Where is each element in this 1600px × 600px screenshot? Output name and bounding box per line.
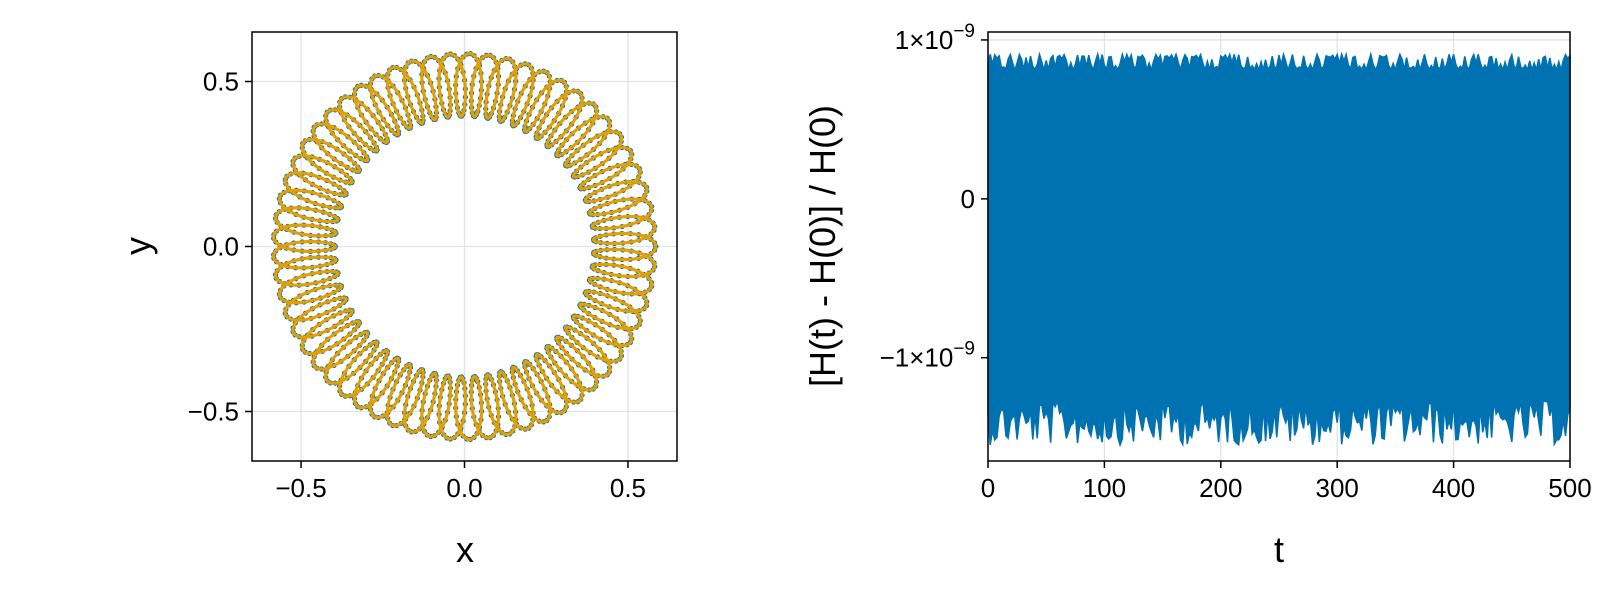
orbit-x-tick-label: 0.5: [610, 473, 646, 503]
energy-y-tick-label: 0: [961, 184, 975, 214]
energy-x-tick-label: 300: [1316, 473, 1359, 503]
energy-panel: 0 100 200 300 400 500 1×10−9 0 −1×10−9 t [H(t) -…: [802, 21, 1592, 570]
energy-x-tick-label: 400: [1432, 473, 1475, 503]
orbit-panel: −0.5 0.0 0.5 −0.5 0.0 0.5 x y: [117, 31, 678, 570]
orbit-x-tick-label: 0.0: [446, 473, 482, 503]
orbit-y-tick-label: −0.5: [188, 397, 239, 427]
orbit-y-tick-label: 0.5: [203, 67, 239, 97]
energy-plot-area: [987, 51, 1571, 448]
energy-x-axis-label: t: [1274, 529, 1284, 570]
energy-y-tick-label: −1×10−9: [880, 339, 975, 373]
energy-x-tick-label: 0: [981, 473, 995, 503]
energy-x-tick-label: 100: [1083, 473, 1126, 503]
energy-y-axis-label: [H(t) - H(0)] / H(0): [802, 105, 843, 387]
energy-x-tick-label: 200: [1199, 473, 1242, 503]
energy-y-tick-label: 1×10−9: [895, 21, 975, 55]
energy-x-tick-label: 500: [1548, 473, 1591, 503]
orbit-x-axis-label: x: [456, 529, 474, 570]
energy-error-series: [987, 51, 1571, 448]
orbit-y-tick-label: 0.0: [203, 232, 239, 262]
orbit-y-axis-label: y: [117, 237, 158, 255]
orbit-ticks: −0.5 0.0 0.5 −0.5 0.0 0.5: [188, 67, 646, 504]
orbit-x-tick-label: −0.5: [275, 473, 326, 503]
orbit-plot-area: [271, 51, 659, 442]
